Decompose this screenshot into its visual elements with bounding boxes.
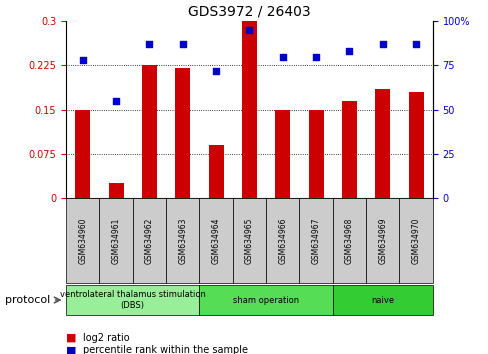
Bar: [399, 198, 432, 283]
Bar: [265, 198, 299, 283]
Bar: [99, 198, 132, 283]
Text: GSM634970: GSM634970: [411, 217, 420, 264]
Bar: [242, 21, 256, 198]
Bar: [275, 110, 290, 198]
Bar: [66, 285, 199, 315]
Point: [345, 48, 353, 54]
Bar: [166, 198, 199, 283]
Bar: [75, 110, 90, 198]
Text: naive: naive: [370, 296, 393, 304]
Bar: [142, 65, 157, 198]
Text: GSM634963: GSM634963: [178, 217, 187, 264]
Bar: [175, 68, 190, 198]
Text: ■: ■: [66, 333, 76, 343]
Point: [311, 54, 319, 59]
Text: percentile rank within the sample: percentile rank within the sample: [83, 346, 247, 354]
Bar: [332, 285, 432, 315]
Bar: [299, 198, 332, 283]
Point: [212, 68, 220, 74]
Title: GDS3972 / 26403: GDS3972 / 26403: [188, 5, 310, 19]
Bar: [366, 198, 399, 283]
Text: ventrolateral thalamus stimulation
(DBS): ventrolateral thalamus stimulation (DBS): [60, 290, 205, 310]
Bar: [108, 183, 123, 198]
Point: [179, 41, 186, 47]
Text: GSM634964: GSM634964: [211, 217, 220, 264]
Text: GSM634968: GSM634968: [344, 217, 353, 264]
Text: protocol: protocol: [5, 295, 50, 305]
Bar: [66, 198, 99, 283]
Bar: [341, 101, 356, 198]
Bar: [132, 198, 166, 283]
Bar: [308, 110, 323, 198]
Text: log2 ratio: log2 ratio: [83, 333, 129, 343]
Bar: [199, 198, 232, 283]
Text: sham operation: sham operation: [232, 296, 299, 304]
Text: GSM634969: GSM634969: [378, 217, 386, 264]
Text: GSM634965: GSM634965: [244, 217, 253, 264]
Text: ■: ■: [66, 346, 76, 354]
Point: [278, 54, 286, 59]
Bar: [408, 92, 423, 198]
Text: GSM634966: GSM634966: [278, 217, 286, 264]
Text: GSM634960: GSM634960: [78, 217, 87, 264]
Point: [112, 98, 120, 104]
Bar: [208, 145, 223, 198]
Point: [145, 41, 153, 47]
Point: [79, 57, 86, 63]
Bar: [332, 198, 366, 283]
Text: GSM634961: GSM634961: [111, 217, 120, 264]
Bar: [199, 285, 332, 315]
Point: [411, 41, 419, 47]
Point: [378, 41, 386, 47]
Point: [245, 27, 253, 33]
Bar: [232, 198, 265, 283]
Bar: [374, 89, 389, 198]
Text: GSM634967: GSM634967: [311, 217, 320, 264]
Text: GSM634962: GSM634962: [144, 217, 154, 264]
